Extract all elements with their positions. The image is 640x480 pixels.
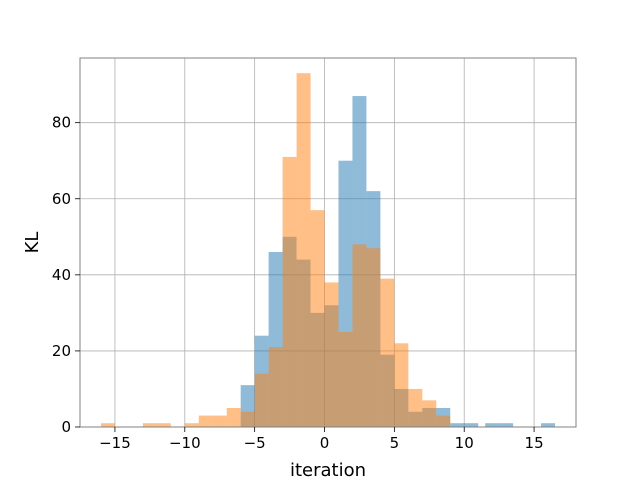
histogram-bar-series-2 [254, 373, 269, 427]
histogram-bar-series-2 [212, 415, 227, 427]
histogram-bar-series-2 [338, 331, 353, 427]
histogram-bar-series-2 [184, 423, 199, 427]
histogram-bar-series-2 [282, 156, 297, 427]
plot-frame [79, 57, 577, 428]
histogram-bar-series-1 [450, 423, 465, 427]
x-axis-label: iteration [290, 460, 366, 480]
histogram-bar-series-2 [268, 347, 283, 427]
x-tick-label: 10 [455, 434, 474, 452]
x-tick-label: 5 [390, 434, 400, 452]
histogram-bar-series-2 [240, 411, 255, 427]
x-tick-label: −5 [244, 434, 266, 452]
histogram-bar-series-2 [366, 248, 381, 427]
y-tick-label: 80 [52, 114, 71, 132]
histogram-bar-series-2 [394, 343, 409, 427]
histogram-bar-series-1 [464, 423, 479, 427]
y-tick-label: 40 [52, 266, 71, 284]
x-tick-label: −10 [169, 434, 201, 452]
histogram-bar-series-2 [352, 244, 367, 427]
y-tick-label: 0 [61, 418, 71, 436]
histogram-bar-series-2 [422, 400, 437, 427]
histogram-bar-series-1 [485, 423, 500, 427]
histogram-bar-series-2 [408, 388, 423, 427]
histogram-bar-series-2 [296, 73, 311, 427]
histogram-bar-series-1 [541, 423, 556, 427]
x-tick-label: −15 [99, 434, 131, 452]
histogram-bar-series-2 [310, 210, 325, 427]
histogram-bar-series-2 [226, 407, 241, 427]
histogram-bar-series-2 [324, 282, 339, 427]
histogram-bar-series-1 [499, 423, 514, 427]
y-axis-label: KL [22, 232, 43, 254]
x-tick-label: 0 [320, 434, 330, 452]
histogram-bar-series-2 [156, 423, 171, 427]
histogram-bar-series-2 [100, 423, 115, 427]
histogram-bar-series-2 [142, 423, 157, 427]
bars-layer [100, 73, 556, 428]
x-tick-label: 15 [525, 434, 544, 452]
y-tick-label: 60 [52, 190, 71, 208]
histogram-bar-series-2 [198, 415, 213, 427]
axes-layer: −15 −10 −5 0 5 10 15 0 20 40 60 80 [52, 57, 577, 452]
y-tick-label: 20 [52, 342, 71, 360]
histogram-bar-series-2 [380, 278, 395, 427]
histogram-bar-series-2 [436, 415, 451, 427]
